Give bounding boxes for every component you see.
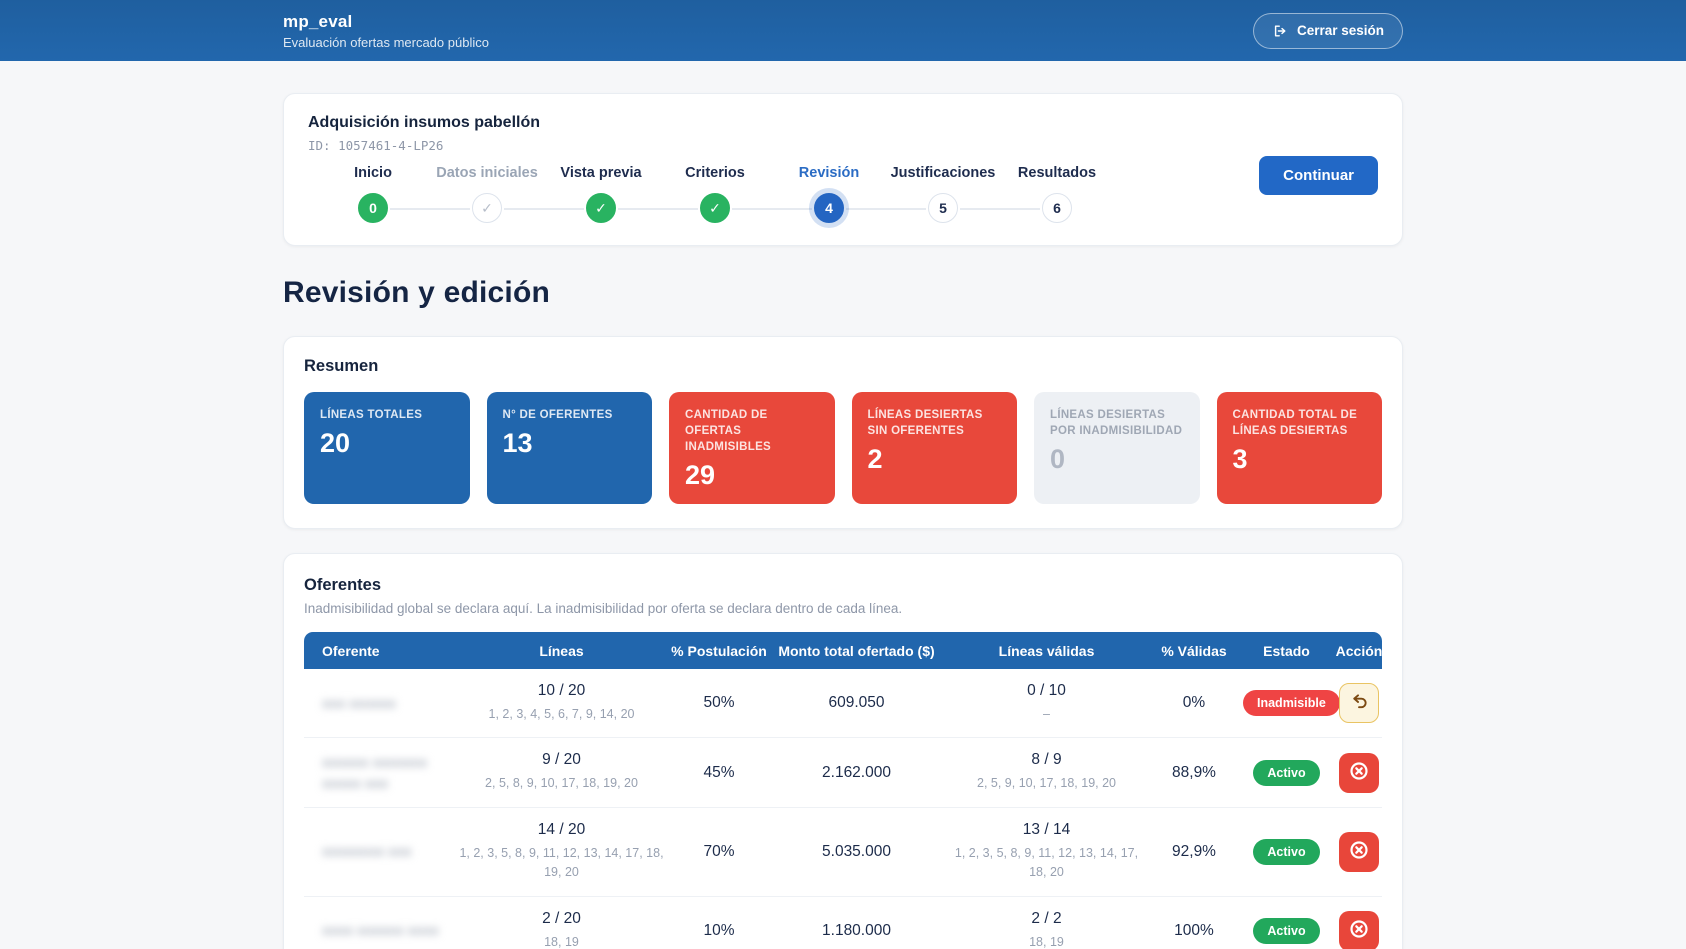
lines-detail: 1, 2, 3, 5, 8, 9, 11, 12, 13, 14, 17, 18… bbox=[459, 845, 664, 880]
step-revision[interactable]: Revisión 4 bbox=[732, 165, 886, 223]
lines-detail: 2, 5, 8, 9, 10, 17, 18, 19, 20 bbox=[485, 776, 638, 791]
lines-detail: 18, 19 bbox=[544, 934, 579, 949]
monto-value: 609.050 bbox=[828, 694, 885, 712]
process-id: ID: 1057461-4-LP26 bbox=[308, 138, 444, 153]
lines-detail: 1, 2, 3, 4, 5, 6, 7, 9, 14, 20 bbox=[488, 707, 635, 721]
step-resultados[interactable]: Resultados 6 bbox=[960, 165, 1114, 223]
table-row: xxxx xxxxxx xxxx 2 / 20 18, 19 10% 1.180… bbox=[304, 895, 1382, 949]
stat-ofertas-inadmisibles: CANTIDAD DE OFERTAS INADMISIBLES 29 bbox=[669, 392, 835, 504]
col-postulacion: % Postulación bbox=[671, 642, 767, 659]
summary-card: Resumen LÍNEAS TOTALES 20 N° DE OFERENTE… bbox=[283, 336, 1403, 529]
table-header-row: Oferente Líneas % Postulación Monto tota… bbox=[304, 632, 1382, 669]
restore-offeror-button[interactable] bbox=[1339, 683, 1379, 724]
valid-lines-detail: – bbox=[1043, 707, 1050, 721]
logout-button[interactable]: Cerrar sesión bbox=[1252, 12, 1403, 49]
col-accion: Acción bbox=[1335, 642, 1383, 659]
stat-desiertas-sin-oferentes: LÍNEAS DESIERTAS SIN OFERENTES 2 bbox=[851, 392, 1017, 504]
lines-value: 9 / 20 bbox=[542, 751, 581, 769]
remove-x-icon bbox=[1348, 918, 1370, 943]
lines-value: 14 / 20 bbox=[537, 820, 586, 838]
col-oferente: Oferente bbox=[322, 642, 380, 659]
process-title: Adquisición insumos pabellón bbox=[308, 114, 541, 131]
monto-value: 1.180.000 bbox=[822, 921, 891, 939]
step-datos-iniciales[interactable]: Datos iniciales ✓ bbox=[390, 165, 544, 223]
col-estado: Estado bbox=[1263, 642, 1310, 659]
monto-value: 5.035.000 bbox=[822, 842, 891, 860]
remove-offeror-button[interactable] bbox=[1339, 910, 1379, 949]
offerors-card: Oferentes Inadmisibilidad global se decl… bbox=[283, 553, 1403, 949]
offerors-title: Oferentes bbox=[304, 576, 382, 594]
valid-lines-value: 0 / 10 bbox=[1027, 682, 1066, 699]
step-vista-previa[interactable]: Vista previa ✓ bbox=[504, 165, 658, 223]
logout-icon bbox=[1272, 23, 1288, 39]
postulacion-value: 10% bbox=[703, 921, 735, 939]
postulacion-value: 70% bbox=[703, 842, 735, 860]
offeror-name-redacted: xxxxxxxx xxx bbox=[322, 843, 412, 860]
offerors-subtitle: Inadmisibilidad global se declara aquí. … bbox=[304, 601, 903, 616]
stepper: Inicio 0 Datos iniciales ✓ Vista previa … bbox=[316, 165, 1378, 223]
page-title: Revisión y edición bbox=[283, 276, 551, 309]
valid-lines-value: 13 / 14 bbox=[1022, 820, 1071, 838]
step-justificaciones[interactable]: Justificaciones 5 bbox=[846, 165, 1000, 223]
offeror-name-redacted: xxx xxxxxx bbox=[322, 694, 396, 711]
continue-button[interactable]: Continuar bbox=[1259, 156, 1378, 195]
status-badge: Activo bbox=[1253, 759, 1320, 786]
stat-total-desiertas: CANTIDAD TOTAL DE LÍNEAS DESIERTAS 3 bbox=[1216, 392, 1382, 504]
valid-lines-value: 2 / 2 bbox=[1031, 909, 1062, 927]
col-lineas-validas: Líneas válidas bbox=[998, 642, 1095, 659]
lines-value: 10 / 20 bbox=[537, 682, 586, 699]
status-badge: Activo bbox=[1253, 838, 1320, 865]
undo-icon bbox=[1350, 692, 1369, 714]
check-icon: ✓ bbox=[586, 193, 616, 223]
app-subtitle: Evaluación ofertas mercado público bbox=[283, 34, 489, 50]
app-title: mp_eval bbox=[283, 11, 353, 31]
col-lineas: Líneas bbox=[539, 642, 584, 659]
check-icon: ✓ bbox=[700, 193, 730, 223]
offeror-name-redacted: xxxxxx xxxxxxx xxxxx xxx bbox=[322, 753, 428, 791]
postulacion-value: 50% bbox=[703, 694, 735, 712]
status-badge: Activo bbox=[1253, 917, 1320, 944]
check-icon: ✓ bbox=[472, 193, 502, 223]
summary-title: Resumen bbox=[304, 357, 379, 375]
offeror-name-redacted: xxxx xxxxxx xxxx bbox=[322, 922, 439, 939]
remove-x-icon bbox=[1348, 839, 1370, 864]
valid-lines-detail: 2, 5, 9, 10, 17, 18, 19, 20 bbox=[977, 776, 1116, 791]
stat-desiertas-inadmisibilidad: LÍNEAS DESIERTAS POR INADMISIBILIDAD 0 bbox=[1034, 392, 1200, 504]
logout-label: Cerrar sesión bbox=[1296, 23, 1384, 38]
valid-pct-value: 92,9% bbox=[1172, 842, 1216, 860]
remove-offeror-button[interactable] bbox=[1339, 752, 1379, 793]
valid-lines-value: 8 / 9 bbox=[1031, 751, 1062, 769]
valid-pct-value: 0% bbox=[1182, 694, 1206, 712]
valid-pct-value: 100% bbox=[1174, 921, 1214, 939]
process-stepper-card: Adquisición insumos pabellón ID: 1057461… bbox=[283, 93, 1403, 246]
status-badge: Inadmisible bbox=[1243, 690, 1340, 717]
table-body: xxx xxxxxx 10 / 20 1, 2, 3, 4, 5, 6, 7, … bbox=[304, 669, 1382, 949]
col-monto: Monto total ofertado ($) bbox=[778, 642, 935, 659]
postulacion-value: 45% bbox=[703, 763, 735, 781]
main-content: Adquisición insumos pabellón ID: 1057461… bbox=[283, 93, 1403, 949]
stat-lineas-totales: LÍNEAS TOTALES 20 bbox=[304, 392, 470, 504]
brand: mp_eval Evaluación ofertas mercado públi… bbox=[283, 12, 489, 50]
remove-x-icon bbox=[1348, 760, 1370, 785]
table-row: xxx xxxxxx 10 / 20 1, 2, 3, 4, 5, 6, 7, … bbox=[304, 669, 1382, 737]
valid-pct-value: 88,9% bbox=[1172, 763, 1216, 781]
top-bar: mp_eval Evaluación ofertas mercado públi… bbox=[0, 0, 1686, 61]
valid-lines-detail: 18, 19 bbox=[1029, 934, 1064, 949]
step-criterios[interactable]: Criterios ✓ bbox=[618, 165, 772, 223]
lines-value: 2 / 20 bbox=[542, 909, 581, 927]
offerors-table: Oferente Líneas % Postulación Monto tota… bbox=[304, 632, 1382, 949]
stat-n-oferentes: N° DE OFERENTES 13 bbox=[486, 392, 652, 504]
step-inicio[interactable]: Inicio 0 bbox=[316, 165, 430, 223]
summary-stats: LÍNEAS TOTALES 20 N° DE OFERENTES 13 CAN… bbox=[304, 392, 1382, 504]
valid-lines-detail: 1, 2, 3, 5, 8, 9, 11, 12, 13, 14, 17, 18… bbox=[954, 845, 1139, 880]
table-row: xxxxxx xxxxxxx xxxxx xxx 9 / 20 2, 5, 8,… bbox=[304, 737, 1382, 806]
col-pct-validas: % Válidas bbox=[1161, 642, 1227, 659]
table-row: xxxxxxxx xxx 14 / 20 1, 2, 3, 5, 8, 9, 1… bbox=[304, 806, 1382, 896]
monto-value: 2.162.000 bbox=[822, 763, 891, 781]
remove-offeror-button[interactable] bbox=[1339, 831, 1379, 872]
